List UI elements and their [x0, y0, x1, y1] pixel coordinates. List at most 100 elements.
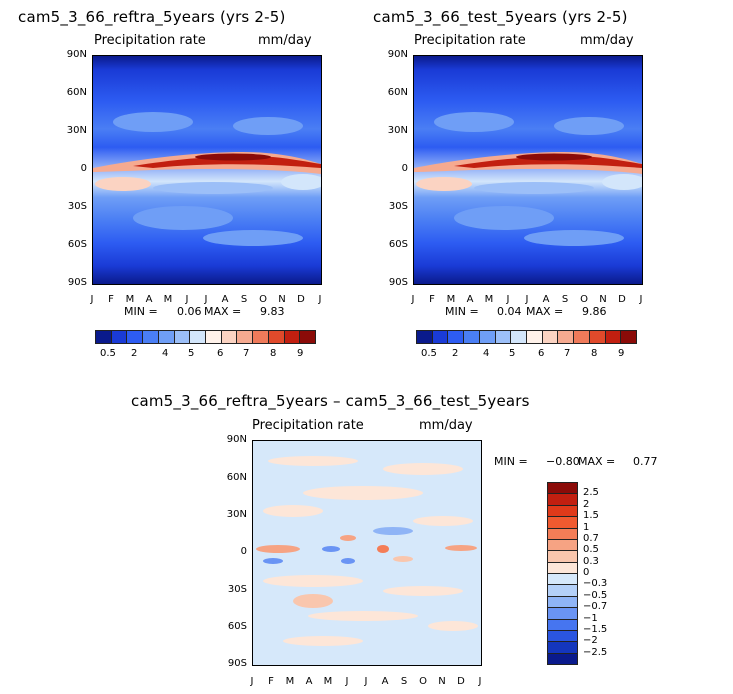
colorbar-label: 6	[538, 348, 545, 359]
colorbar-label: 2.5	[583, 487, 599, 499]
panel-title: cam5_3_66_reftra_5years (yrs 2-5)	[18, 8, 286, 26]
y-tick-label: 30N	[226, 509, 247, 520]
colorbar-cell	[189, 330, 206, 344]
colorbar-label: 1.5	[583, 510, 599, 522]
min-label: MIN =	[124, 305, 158, 318]
colorbar-label: 5	[509, 348, 516, 359]
x-tick-label: M	[163, 294, 173, 305]
y-tick-label: 30S	[388, 201, 408, 212]
colorbar-label: 0.7	[583, 532, 599, 544]
colorbar-cell	[541, 330, 559, 344]
colorbar-label: 9	[618, 348, 625, 359]
heatmap-svg	[414, 56, 642, 284]
heatmap-plot	[92, 55, 322, 285]
colorbar-cell	[463, 330, 480, 344]
y-tick-label: 60N	[387, 87, 408, 98]
colorbar-cell	[95, 330, 112, 344]
colorbar-cell	[447, 330, 465, 344]
x-tick-label: J	[318, 294, 322, 305]
y-tick-label: 90N	[226, 434, 247, 445]
colorbar-label: 2	[583, 498, 590, 510]
x-tick-label: S	[561, 294, 569, 305]
colorbar-label: 5	[188, 348, 195, 359]
x-tick-label: M	[446, 294, 456, 305]
max-label: MAX =	[204, 305, 242, 318]
colorbar-label: −1	[583, 612, 598, 624]
y-tick-label: 30N	[387, 125, 408, 136]
x-tick-label: D	[297, 294, 305, 305]
colorbar-cell	[252, 330, 269, 344]
x-tick-label: J	[525, 294, 529, 305]
y-tick-label: 90S	[388, 277, 408, 288]
colorbar-cell	[236, 330, 254, 344]
colorbar-cell	[267, 330, 285, 344]
x-tick-label: N	[438, 676, 446, 687]
x-tick-label: D	[457, 676, 465, 687]
heatmap-plot	[413, 55, 643, 285]
x-tick-label: A	[221, 294, 229, 305]
x-tick-label: A	[305, 676, 313, 687]
x-tick-label: A	[466, 294, 474, 305]
x-tick-label: N	[599, 294, 607, 305]
x-tick-label: J	[639, 294, 643, 305]
variable-label: Precipitation rate	[414, 33, 526, 48]
heatmap-plot	[252, 440, 482, 666]
min-value: 0.04	[497, 305, 522, 318]
min-label: MIN =	[445, 305, 479, 318]
variable-label: Precipitation rate	[252, 418, 364, 433]
colorbar-cell	[283, 330, 301, 344]
y-tick-label: 90N	[387, 49, 408, 60]
y-tick-label: 30S	[227, 584, 247, 595]
x-tick-label: A	[145, 294, 153, 305]
y-tick-label: 90N	[66, 49, 87, 60]
y-tick-label: 30N	[66, 125, 87, 136]
y-tick-label: 0	[240, 546, 247, 557]
x-tick-label: F	[108, 294, 114, 305]
max-label: MAX =	[578, 455, 616, 468]
colorbar-label: 8	[270, 348, 277, 359]
colorbar-cell	[526, 330, 543, 344]
colorbar-cell	[299, 330, 316, 344]
x-tick-label: J	[478, 676, 482, 687]
units-label: mm/day	[419, 418, 473, 433]
colorbar-label: −0.5	[583, 589, 608, 601]
colorbar	[416, 330, 637, 344]
y-tick-label: 60N	[66, 87, 87, 98]
colorbar	[95, 330, 316, 344]
units-label: mm/day	[580, 33, 634, 48]
x-tick-label: J	[185, 294, 189, 305]
colorbar-label: 4	[162, 348, 169, 359]
x-tick-label: O	[259, 294, 267, 305]
colorbar-cell	[588, 330, 606, 344]
colorbar-label: 2	[452, 348, 459, 359]
x-tick-label: N	[278, 294, 286, 305]
x-tick-label: J	[411, 294, 415, 305]
colorbar-cell	[110, 330, 128, 344]
max-value: 0.77	[633, 455, 658, 468]
colorbar-label: −2.5	[583, 646, 608, 658]
colorbar-label: 7	[564, 348, 571, 359]
x-tick-label: O	[419, 676, 427, 687]
y-tick-label: 30S	[67, 201, 87, 212]
min-value: −0.80	[546, 455, 580, 468]
y-tick-label: 90S	[227, 658, 247, 669]
colorbar-label: 4	[483, 348, 490, 359]
min-label: MIN =	[494, 455, 528, 468]
y-tick-label: 60S	[227, 621, 247, 632]
x-tick-label: O	[580, 294, 588, 305]
colorbar-cell	[557, 330, 575, 344]
y-tick-label: 60S	[67, 239, 87, 250]
max-value: 9.86	[582, 305, 607, 318]
colorbar-cell	[547, 652, 578, 665]
colorbar-label: 2	[131, 348, 138, 359]
x-tick-label: J	[364, 676, 368, 687]
colorbar-cell	[620, 330, 637, 344]
colorbar-label: 1	[583, 521, 590, 533]
colorbar	[547, 482, 578, 665]
x-tick-label: A	[542, 294, 550, 305]
colorbar-label: 6	[217, 348, 224, 359]
colorbar-label: 0	[583, 567, 590, 578]
x-tick-label: M	[484, 294, 494, 305]
colorbar-label: −2	[583, 635, 598, 647]
x-tick-label: F	[268, 676, 274, 687]
